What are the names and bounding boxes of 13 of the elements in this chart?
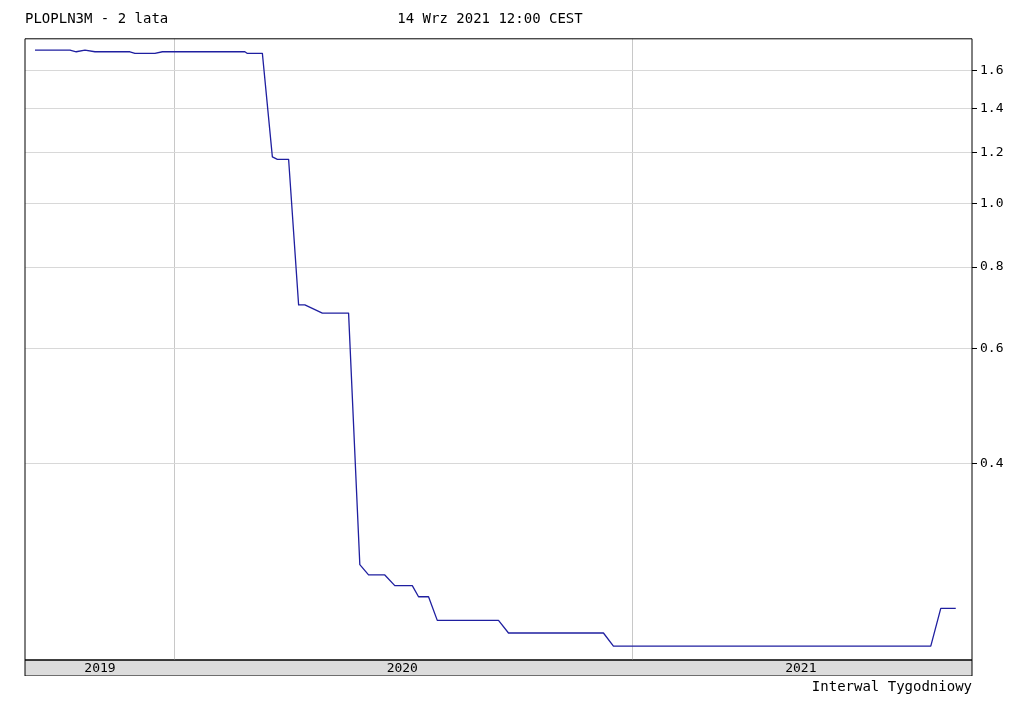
y-tick-label: 1.2: [980, 143, 1004, 159]
y-tick-label: 1.0: [980, 195, 1004, 211]
x-tick-label: 2021: [785, 660, 817, 676]
y-tick-label: 1.4: [980, 99, 1004, 115]
x-tick-label: 2020: [386, 660, 418, 676]
chart-title: PLOPLN3M - 2 lata: [24, 10, 169, 26]
y-tick-label: 1.6: [980, 61, 1004, 77]
y-tick-label: 0.8: [980, 258, 1004, 274]
x-tick-label: 2019: [84, 660, 116, 676]
y-tick-label: 0.6: [980, 339, 1004, 355]
chart-subtitle: 14 Wrz 2021 12:00 CEST: [397, 10, 583, 26]
y-tick-label: 0.4: [980, 454, 1004, 470]
text: Interwal Tygodniowy: [811, 678, 973, 694]
